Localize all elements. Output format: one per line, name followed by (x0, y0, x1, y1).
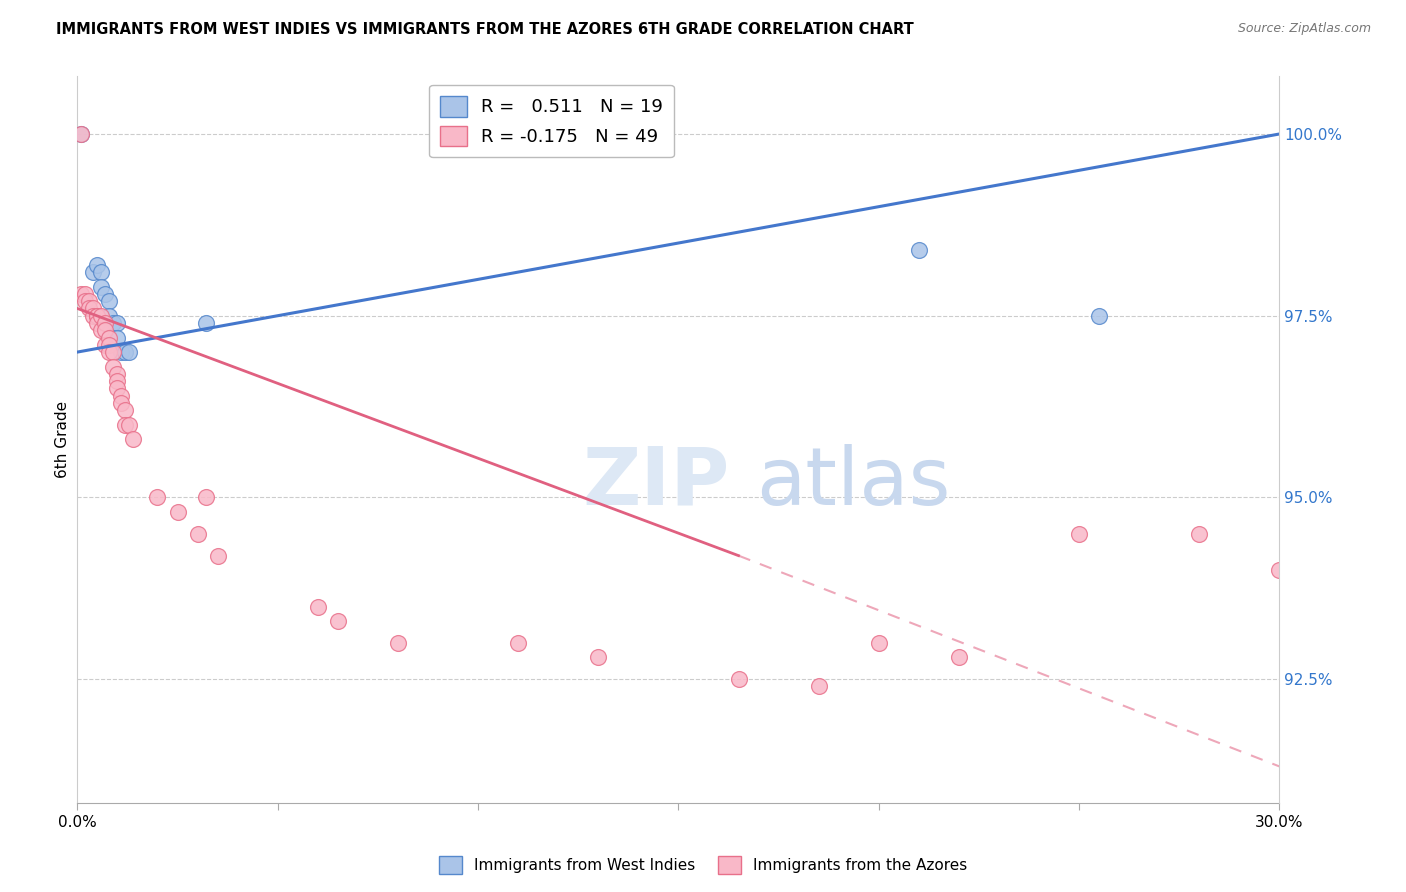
Point (94, 338, 117, 352)
Point (307, 599, 329, 614)
Point (207, 549, 229, 563)
Point (90, 309, 112, 323)
Point (86, 316, 108, 330)
Point (75, 294, 97, 309)
Point (1268, 563, 1291, 577)
Point (727, 672, 749, 686)
Point (86, 258, 108, 272)
Point (114, 417, 136, 432)
Point (82, 309, 104, 323)
Point (110, 345, 132, 359)
Point (1069, 526, 1091, 541)
Point (508, 636, 530, 650)
Point (122, 433, 145, 447)
Point (86, 309, 108, 323)
Point (79, 294, 101, 309)
Point (1188, 526, 1211, 541)
Point (79, 301, 101, 316)
Text: IMMIGRANTS FROM WEST INDIES VS IMMIGRANTS FROM THE AZORES 6TH GRADE CORRELATION : IMMIGRANTS FROM WEST INDIES VS IMMIGRANT… (56, 22, 914, 37)
Y-axis label: 6th Grade: 6th Grade (55, 401, 70, 478)
Text: atlas: atlas (756, 444, 950, 522)
Point (90, 323, 112, 337)
Point (118, 417, 141, 432)
Point (110, 389, 132, 403)
Point (948, 650, 970, 665)
Point (94, 286, 117, 301)
Point (114, 403, 136, 417)
Point (70, 127, 93, 141)
Legend: R =   0.511   N = 19, R = -0.175   N = 49: R = 0.511 N = 19, R = -0.175 N = 49 (429, 85, 673, 157)
Point (98, 338, 121, 352)
Point (94, 316, 117, 330)
Text: Source: ZipAtlas.com: Source: ZipAtlas.com (1237, 22, 1371, 36)
Point (82, 265, 104, 279)
Point (107, 316, 129, 330)
Point (107, 374, 129, 388)
Point (98, 309, 121, 323)
Point (114, 345, 136, 359)
Point (82, 301, 104, 316)
Point (146, 491, 169, 505)
Point (70, 127, 93, 141)
Point (75, 286, 97, 301)
Point (194, 316, 217, 330)
Point (107, 330, 129, 344)
Point (90, 279, 112, 293)
Point (103, 345, 125, 359)
Text: ZIP: ZIP (582, 444, 730, 522)
Point (107, 381, 129, 395)
Point (90, 265, 112, 279)
Point (94, 323, 117, 337)
Point (387, 636, 409, 650)
Point (103, 316, 125, 330)
Point (98, 345, 121, 359)
Point (107, 367, 129, 381)
Point (98, 294, 121, 309)
Point (908, 244, 931, 258)
Point (187, 526, 209, 541)
Point (98, 330, 121, 344)
Point (588, 650, 610, 665)
Point (807, 680, 830, 694)
Point (868, 636, 890, 650)
Point (86, 309, 108, 323)
Legend: Immigrants from West Indies, Immigrants from the Azores: Immigrants from West Indies, Immigrants … (433, 850, 973, 880)
Point (118, 345, 141, 359)
Point (166, 505, 188, 519)
Point (110, 396, 132, 410)
Point (70, 286, 93, 301)
Point (1088, 309, 1111, 323)
Point (326, 614, 349, 628)
Point (103, 359, 125, 374)
Point (194, 491, 217, 505)
